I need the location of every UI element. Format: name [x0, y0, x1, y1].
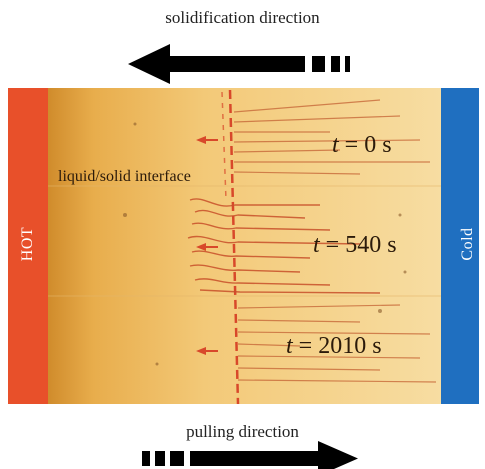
time-var: t: [332, 132, 339, 158]
solidification-arrow: [128, 44, 350, 84]
time-label-0: t = 0 s: [332, 132, 392, 159]
cold-label: Cold: [459, 227, 476, 261]
interface-markers: [196, 136, 218, 355]
hot-label: HOT: [19, 226, 36, 262]
dendrites-t540: [187, 198, 381, 294]
time-value: = 0 s: [338, 132, 392, 158]
hot-bar: [8, 88, 48, 404]
specks: [123, 122, 407, 366]
time-value: = 540 s: [319, 232, 397, 258]
interface-line: [228, 89, 240, 405]
time-var: t: [286, 333, 293, 359]
cold-bar: [441, 88, 479, 404]
pulling-arrow: [142, 441, 358, 469]
time-label-2010: t = 2010 s: [286, 333, 382, 360]
dendrites-t2010: [237, 304, 437, 383]
time-value: = 2010 s: [292, 333, 382, 359]
interface-label: liquid/solid interface: [58, 168, 191, 185]
time-var: t: [313, 232, 320, 258]
dendrites-t0: [233, 99, 430, 175]
pulling-direction-caption: pulling direction: [186, 422, 299, 441]
solidification-direction-caption: solidification direction: [165, 8, 320, 27]
time-label-540: t = 540 s: [313, 232, 397, 259]
